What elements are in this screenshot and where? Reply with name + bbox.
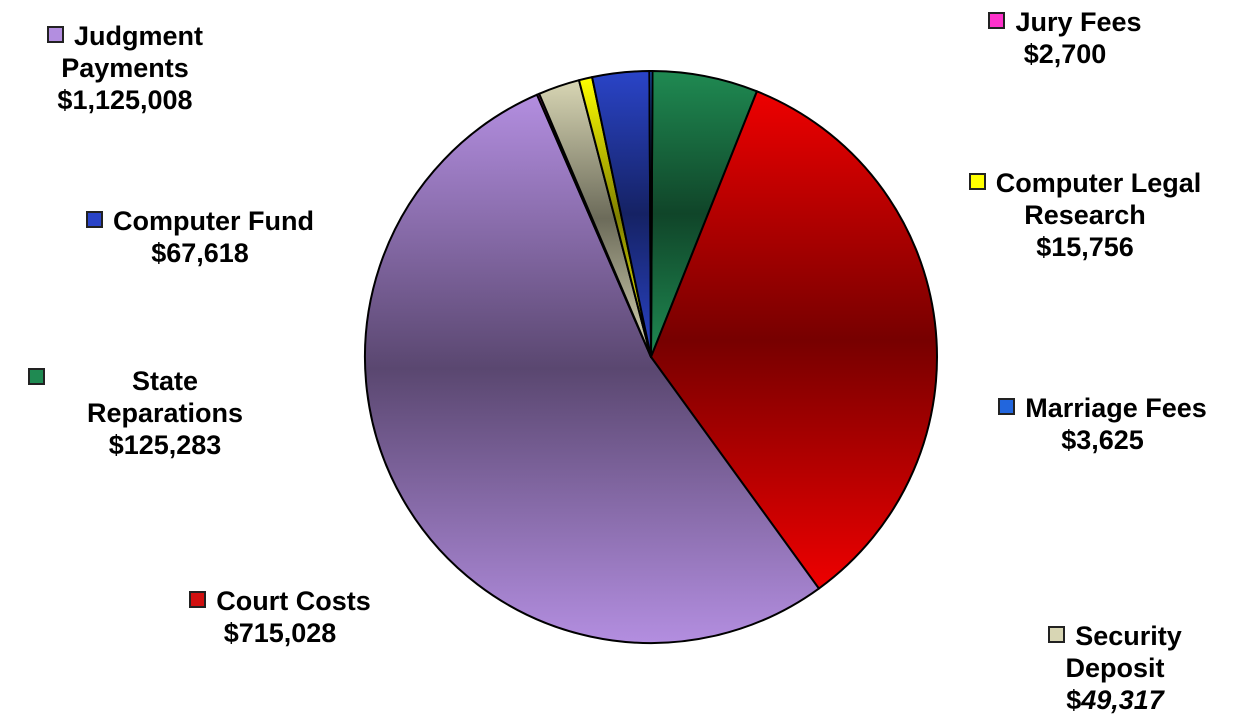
- swatch-judgment-payments: [46, 26, 64, 44]
- swatch-computer-fund: [86, 211, 103, 229]
- label-judgment-payments: Judgment Payments $1,125,008: [20, 20, 230, 116]
- label-computer-fund: Computer Fund $67,618: [55, 205, 345, 269]
- pie-slice-judgment-payments: [363, 93, 820, 645]
- label-jury-fees: Jury Fees $2,700: [955, 6, 1175, 70]
- label-marriage-fees: Marriage Fees $3,625: [970, 392, 1235, 456]
- label-security-deposit: Security Deposit $49,317: [1010, 620, 1220, 716]
- swatch-computer-legal-research: [968, 173, 986, 191]
- swatch-court-costs: [189, 591, 207, 609]
- swatch-jury-fees: [988, 12, 1006, 30]
- pie-slice-marriage-fees: [648, 69, 654, 358]
- swatch-marriage-fees: [998, 398, 1016, 416]
- swatch-state-reparations: [28, 368, 45, 385]
- label-computer-legal-research: Computer Legal Research $15,756: [940, 167, 1230, 263]
- pie-slice-court-costs: [650, 90, 938, 590]
- label-court-costs: Court Costs $715,028: [165, 585, 395, 649]
- label-state-reparations: State Reparations $125,283: [86, 366, 244, 460]
- swatch-security-deposit: [1048, 626, 1066, 644]
